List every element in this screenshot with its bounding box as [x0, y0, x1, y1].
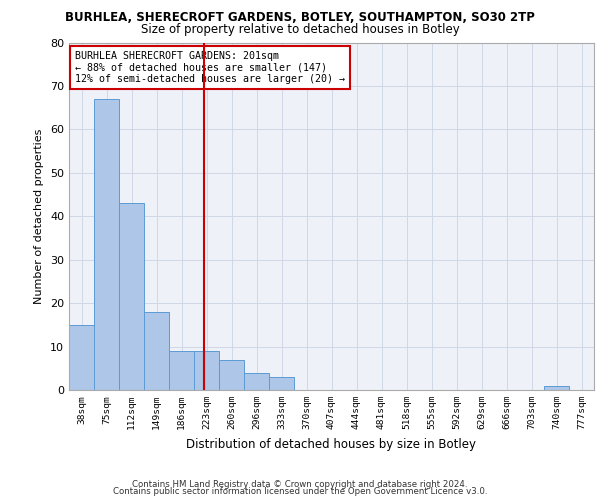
Bar: [544, 386, 569, 390]
Text: Contains public sector information licensed under the Open Government Licence v3: Contains public sector information licen…: [113, 488, 487, 496]
Bar: [169, 351, 194, 390]
Bar: [194, 351, 219, 390]
Text: Size of property relative to detached houses in Botley: Size of property relative to detached ho…: [140, 22, 460, 36]
Bar: [219, 360, 244, 390]
Bar: [119, 203, 144, 390]
Text: Contains HM Land Registry data © Crown copyright and database right 2024.: Contains HM Land Registry data © Crown c…: [132, 480, 468, 489]
Bar: [244, 372, 269, 390]
X-axis label: Distribution of detached houses by size in Botley: Distribution of detached houses by size …: [187, 438, 476, 450]
Bar: [144, 312, 169, 390]
Text: BURHLEA SHERECROFT GARDENS: 201sqm
← 88% of detached houses are smaller (147)
12: BURHLEA SHERECROFT GARDENS: 201sqm ← 88%…: [76, 51, 346, 84]
Bar: [69, 325, 94, 390]
Bar: [269, 377, 294, 390]
Text: BURHLEA, SHERECROFT GARDENS, BOTLEY, SOUTHAMPTON, SO30 2TP: BURHLEA, SHERECROFT GARDENS, BOTLEY, SOU…: [65, 11, 535, 24]
Y-axis label: Number of detached properties: Number of detached properties: [34, 128, 44, 304]
Bar: [94, 99, 119, 390]
